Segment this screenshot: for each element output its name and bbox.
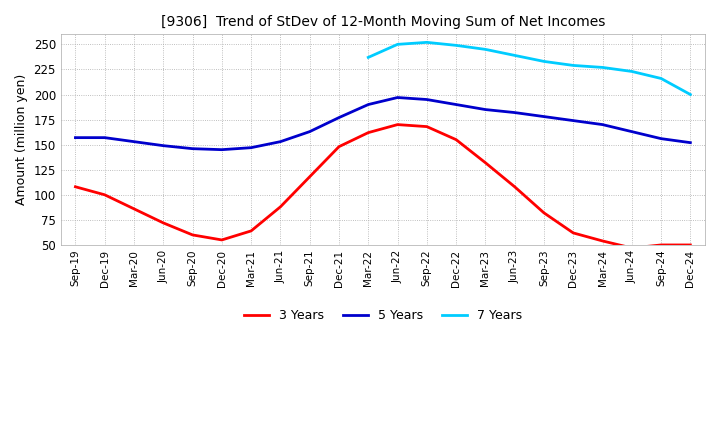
5 Years xyxy=(686,140,695,145)
7 Years xyxy=(539,59,548,64)
5 Years xyxy=(598,122,607,127)
7 Years xyxy=(451,43,460,48)
7 Years xyxy=(481,47,490,52)
3 Years xyxy=(100,192,109,198)
5 Years xyxy=(539,114,548,119)
7 Years xyxy=(510,53,519,58)
5 Years xyxy=(188,146,197,151)
7 Years xyxy=(657,76,665,81)
3 Years xyxy=(159,220,168,226)
5 Years xyxy=(276,139,284,144)
5 Years xyxy=(627,129,636,134)
5 Years xyxy=(247,145,256,150)
Line: 5 Years: 5 Years xyxy=(76,98,690,150)
3 Years xyxy=(276,204,284,209)
Y-axis label: Amount (million yen): Amount (million yen) xyxy=(15,74,28,205)
7 Years xyxy=(393,42,402,47)
3 Years xyxy=(686,242,695,248)
7 Years xyxy=(569,63,577,68)
5 Years xyxy=(217,147,226,152)
7 Years xyxy=(364,55,372,60)
5 Years xyxy=(159,143,168,148)
5 Years xyxy=(305,129,314,134)
5 Years xyxy=(393,95,402,100)
3 Years xyxy=(481,160,490,165)
5 Years xyxy=(569,118,577,123)
3 Years xyxy=(217,237,226,242)
3 Years xyxy=(130,206,138,212)
3 Years xyxy=(393,122,402,127)
7 Years xyxy=(423,40,431,45)
5 Years xyxy=(130,139,138,144)
5 Years xyxy=(423,97,431,102)
3 Years xyxy=(335,144,343,149)
5 Years xyxy=(510,110,519,115)
3 Years xyxy=(71,184,80,190)
3 Years xyxy=(657,242,665,248)
7 Years xyxy=(627,69,636,74)
Line: 3 Years: 3 Years xyxy=(76,125,690,248)
5 Years xyxy=(335,115,343,120)
3 Years xyxy=(451,137,460,142)
3 Years xyxy=(627,246,636,251)
3 Years xyxy=(598,238,607,244)
5 Years xyxy=(364,102,372,107)
Legend: 3 Years, 5 Years, 7 Years: 3 Years, 5 Years, 7 Years xyxy=(239,304,527,327)
5 Years xyxy=(71,135,80,140)
3 Years xyxy=(188,232,197,238)
5 Years xyxy=(657,136,665,141)
3 Years xyxy=(423,124,431,129)
Line: 7 Years: 7 Years xyxy=(368,42,690,95)
5 Years xyxy=(481,107,490,112)
3 Years xyxy=(247,228,256,234)
3 Years xyxy=(510,184,519,190)
3 Years xyxy=(569,230,577,235)
5 Years xyxy=(451,102,460,107)
3 Years xyxy=(539,210,548,216)
3 Years xyxy=(364,130,372,135)
7 Years xyxy=(686,92,695,97)
5 Years xyxy=(100,135,109,140)
Title: [9306]  Trend of StDev of 12-Month Moving Sum of Net Incomes: [9306] Trend of StDev of 12-Month Moving… xyxy=(161,15,605,29)
7 Years xyxy=(598,65,607,70)
3 Years xyxy=(305,174,314,180)
